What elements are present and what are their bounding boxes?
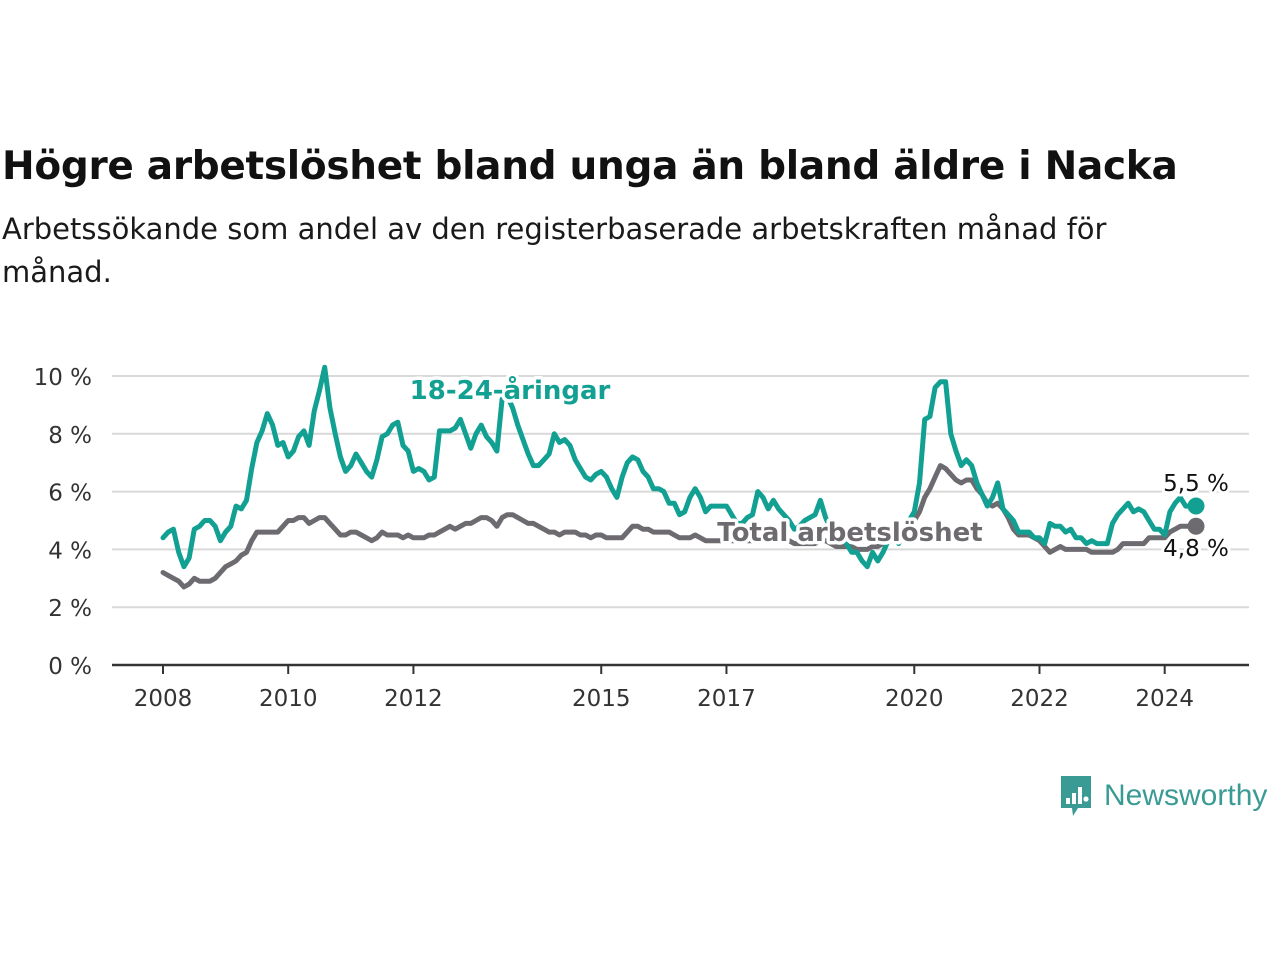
end-point: [1187, 517, 1205, 535]
y-tick-label: 6 %: [48, 481, 92, 507]
series-name-youth: 18-24-åringar: [410, 374, 611, 406]
y-tick-label: 10 %: [34, 365, 92, 391]
x-tick-label: 2010: [259, 686, 318, 712]
y-tick-label: 4 %: [48, 538, 92, 564]
x-tick-label: 2020: [885, 686, 944, 712]
x-axis: 2008 2010 2012 2015 2017 2020 2022 2024: [112, 663, 1249, 712]
brand-name: Newsworthy: [1104, 779, 1268, 812]
x-tick-label: 2012: [384, 686, 443, 712]
x-tick-label: 2017: [697, 686, 756, 712]
series-line-total: [160, 463, 1199, 590]
y-axis: 0 % 2 % 4 % 6 % 8 % 10 %: [34, 365, 92, 680]
chart-subtitle: Arbetssökande som andel av den registerb…: [2, 212, 1107, 289]
grid-lines: [112, 375, 1249, 609]
x-tick-label: 2022: [1010, 686, 1069, 712]
series-line-youth: [160, 364, 1199, 570]
series-labels: 5,5 % 4,8 % 18-24-åringar Total arbetslöshe…: [406, 371, 1232, 566]
end-value-label: 4,8 %: [1163, 536, 1229, 562]
y-tick-label: 8 %: [48, 423, 92, 449]
chart-title: Högre arbetslöshet bland unga än bland ä…: [2, 144, 1178, 189]
x-tick-label: 2024: [1135, 686, 1194, 712]
end-value-label: 5,5 %: [1163, 471, 1229, 497]
x-tick-label: 2008: [134, 686, 193, 712]
end-point: [1187, 497, 1205, 515]
y-tick-label: 0 %: [48, 654, 92, 680]
newsworthy-logo-icon: [1061, 776, 1091, 816]
series-lines: [160, 364, 1199, 590]
y-tick-label: 2 %: [48, 596, 92, 622]
series-name-total: Total arbetslöshet: [717, 518, 982, 548]
brand: Newsworthy: [1058, 772, 1267, 820]
x-tick-label: 2015: [572, 686, 631, 712]
